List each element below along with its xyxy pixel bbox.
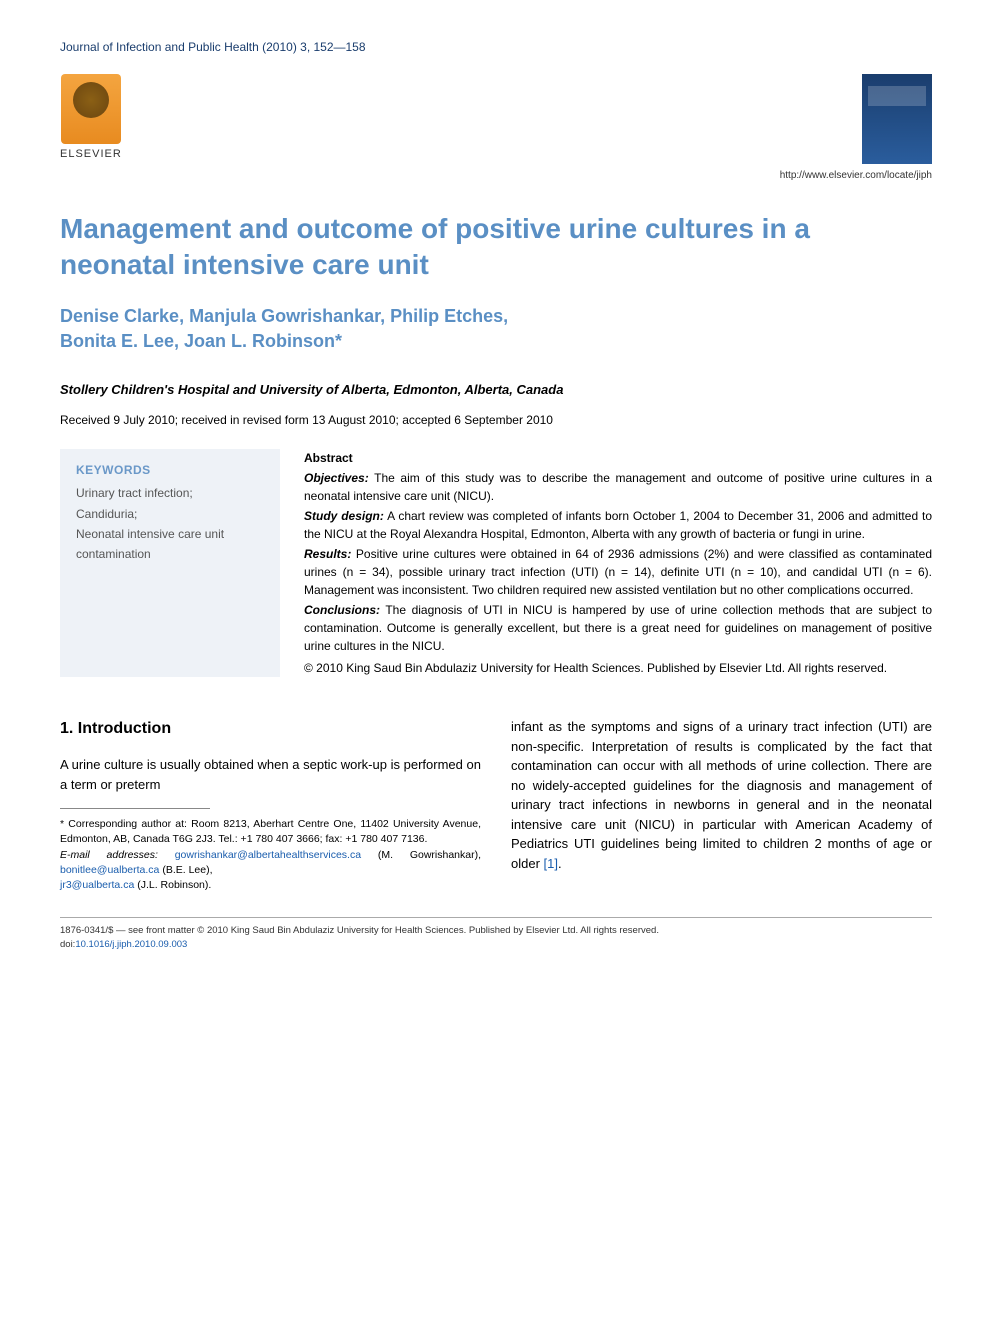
journal-header: Journal of Infection and Public Health (…	[60, 40, 932, 54]
abstract-copyright: © 2010 King Saud Bin Abdulaziz Universit…	[304, 659, 932, 677]
abstract-conclusions: Conclusions: The diagnosis of UTI in NIC…	[304, 601, 932, 655]
abstract-objectives: Objectives: The aim of this study was to…	[304, 469, 932, 505]
ref-link-1[interactable]: [1]	[544, 856, 558, 871]
conclusions-label: Conclusions:	[304, 603, 380, 617]
corresponding-address: * Corresponding author at: Room 8213, Ab…	[60, 817, 481, 847]
email-link-1[interactable]: gowrishankar@albertahealthservices.ca	[175, 849, 361, 861]
objectives-label: Objectives:	[304, 471, 369, 485]
email-addresses: E-mail addresses: gowrishankar@albertahe…	[60, 848, 481, 894]
elsevier-label: ELSEVIER	[60, 148, 122, 160]
keywords-heading: KEYWORDS	[76, 463, 264, 477]
authors-line-1: Denise Clarke, Manjula Gowrishankar, Phi…	[60, 304, 932, 329]
affiliation: Stollery Children's Hospital and Univers…	[60, 382, 932, 397]
results-text: Positive urine cultures were obtained in…	[304, 547, 932, 597]
journal-cover-block: http://www.elsevier.com/locate/jiph	[780, 74, 932, 181]
footer-divider	[60, 917, 932, 918]
article-title: Management and outcome of positive urine…	[60, 211, 932, 284]
corresponding-author-footnote: * Corresponding author at: Room 8213, Ab…	[60, 817, 481, 893]
intro-para-1: A urine culture is usually obtained when…	[60, 755, 481, 794]
footnote-divider	[60, 808, 210, 809]
abstract-heading: Abstract	[304, 449, 932, 467]
conclusions-text: The diagnosis of UTI in NICU is hampered…	[304, 603, 932, 653]
doi-label: doi:	[60, 939, 75, 950]
front-matter-text: 1876-0341/$ — see front matter © 2010 Ki…	[60, 924, 932, 937]
results-label: Results:	[304, 547, 351, 561]
journal-url: http://www.elsevier.com/locate/jiph	[780, 170, 932, 181]
elsevier-logo: ELSEVIER	[60, 74, 122, 160]
citation-text: Journal of Infection and Public Health (…	[60, 40, 366, 54]
footer-block: 1876-0341/$ — see front matter © 2010 Ki…	[60, 924, 932, 951]
doi-line: doi:10.1016/j.jiph.2010.09.003	[60, 938, 932, 951]
doi-link[interactable]: 10.1016/j.jiph.2010.09.003	[75, 939, 187, 950]
email-label: E-mail addresses:	[60, 849, 158, 861]
introduction-heading: 1. Introduction	[60, 717, 481, 741]
body-columns: 1. Introduction A urine culture is usual…	[60, 717, 932, 893]
email-name-3: (J.L. Robinson).	[134, 879, 211, 891]
intro-col2-part1: infant as the symptoms and signs of a ur…	[511, 719, 932, 871]
elsevier-tree-icon	[61, 74, 121, 144]
abstract-results: Results: Positive urine cultures were ob…	[304, 545, 932, 599]
objectives-text: The aim of this study was to describe th…	[304, 471, 932, 503]
column-right: infant as the symptoms and signs of a ur…	[511, 717, 932, 893]
email-link-2[interactable]: bonitlee@ualberta.ca	[60, 864, 159, 876]
intro-para-2: infant as the symptoms and signs of a ur…	[511, 717, 932, 873]
authors-line-2: Bonita E. Lee, Joan L. Robinson*	[60, 329, 932, 354]
design-label: Study design:	[304, 509, 384, 523]
abstract-box: Abstract Objectives: The aim of this stu…	[304, 449, 932, 677]
abstract-design: Study design: A chart review was complet…	[304, 507, 932, 543]
keywords-box: KEYWORDS Urinary tract infection; Candid…	[60, 449, 280, 677]
intro-col2-part2: .	[558, 856, 562, 871]
design-text: A chart review was completed of infants …	[304, 509, 932, 541]
authors-block: Denise Clarke, Manjula Gowrishankar, Phi…	[60, 304, 932, 354]
logos-row: ELSEVIER http://www.elsevier.com/locate/…	[60, 74, 932, 181]
keywords-abstract-row: KEYWORDS Urinary tract infection; Candid…	[60, 449, 932, 677]
journal-cover-icon	[862, 74, 932, 164]
column-left: 1. Introduction A urine culture is usual…	[60, 717, 481, 893]
email-name-2: (B.E. Lee),	[159, 864, 212, 876]
email-link-3[interactable]: jr3@ualberta.ca	[60, 879, 134, 891]
email-name-1: (M. Gowrishankar),	[361, 849, 481, 861]
article-dates: Received 9 July 2010; received in revise…	[60, 413, 932, 427]
keywords-list: Urinary tract infection; Candiduria; Neo…	[76, 483, 264, 565]
